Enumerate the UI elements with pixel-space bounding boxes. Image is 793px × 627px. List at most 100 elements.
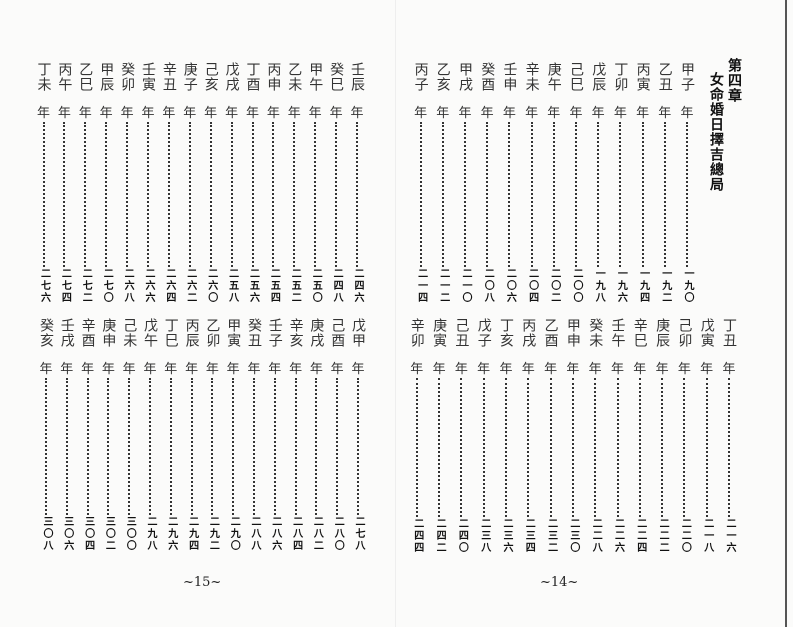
- entry-year-name: 戊午: [142, 318, 158, 348]
- index-entry: 己亥年二六〇: [201, 62, 221, 304]
- entry-year-name: 甲午: [307, 62, 324, 92]
- dotted-leader: [272, 122, 275, 267]
- entry-year-name: 壬午: [609, 318, 626, 348]
- dotted-leader: [42, 122, 45, 267]
- entry-page-number: 二八八: [249, 516, 260, 552]
- dotted-leader: [84, 122, 87, 267]
- entry-page-number: 二一四: [415, 268, 427, 304]
- entry-year-name: 辛卯: [408, 318, 425, 348]
- entry-page-number: 二五二: [289, 268, 301, 304]
- dotted-leader: [149, 378, 151, 515]
- index-entry: 戊寅年二一八: [697, 318, 717, 554]
- index-entry: 辛卯年二四四: [407, 318, 427, 554]
- index-entry: 壬午年二二六: [608, 318, 628, 554]
- dotted-leader: [482, 378, 485, 517]
- index-entry: 甲午年二五〇: [305, 62, 325, 304]
- page-number-right: ~14~: [540, 575, 579, 590]
- entry-year-suffix: 年: [101, 362, 115, 377]
- index-entry: 甲申年二三〇: [563, 318, 583, 554]
- entry-year-suffix: 年: [633, 362, 647, 377]
- index-entry: 戊子年二三八: [474, 318, 494, 554]
- dotted-leader: [728, 378, 730, 517]
- dotted-leader: [552, 122, 555, 267]
- entry-year-name: 辛酉: [79, 318, 96, 348]
- dotted-leader: [575, 122, 577, 267]
- dotted-leader: [438, 378, 441, 517]
- entry-page-number: 二一〇: [460, 268, 471, 304]
- entry-year-suffix: 年: [99, 106, 113, 121]
- entry-year-name: 丁卯: [612, 62, 629, 92]
- entry-year-suffix: 年: [120, 106, 134, 121]
- entry-year-name: 乙巳: [77, 62, 94, 92]
- entry-year-name: 癸酉: [479, 62, 496, 92]
- entry-year-suffix: 年: [287, 106, 301, 121]
- entry-year-suffix: 年: [544, 362, 558, 377]
- entry-year-suffix: 年: [78, 106, 92, 121]
- entry-year-suffix: 年: [477, 362, 491, 377]
- chapter-heading: 第四章 女命婚日擇吉總局: [707, 58, 743, 192]
- dotted-leader: [464, 122, 466, 267]
- entry-page-number: 二六四: [163, 268, 175, 304]
- entry-year-suffix: 年: [141, 106, 155, 121]
- index-entry: 壬子年二八六: [265, 318, 285, 552]
- dotted-leader: [508, 122, 511, 267]
- dotted-leader: [211, 378, 214, 515]
- entry-year-name: 甲寅: [225, 318, 242, 348]
- dotted-leader: [293, 122, 296, 267]
- dotted-leader: [419, 122, 422, 267]
- index-entry: 丙辰年二九四: [182, 318, 202, 552]
- entry-year-name: 癸亥: [38, 318, 54, 348]
- entry-year-name: 乙酉: [542, 318, 559, 348]
- dotted-leader: [126, 122, 129, 267]
- entry-year-name: 辛丑: [160, 62, 177, 92]
- entry-year-name: 丁亥: [498, 318, 514, 348]
- dotted-leader: [460, 378, 463, 517]
- entry-page-number: 二四六: [352, 268, 363, 304]
- dotted-leader: [128, 378, 131, 515]
- entry-year-suffix: 年: [143, 362, 157, 377]
- entry-page-number: 二二六: [612, 518, 624, 554]
- dotted-leader: [661, 378, 664, 517]
- index-entry: 癸卯年二六八: [117, 62, 137, 304]
- index-entry: 甲子年一九〇: [677, 62, 697, 304]
- index-entry: 癸亥年三〇八: [36, 318, 56, 552]
- entry-year-name: 己亥: [202, 62, 219, 92]
- index-entry: 丁巳年二九六: [161, 318, 181, 552]
- index-entry: 丙戌年二三四: [518, 318, 538, 554]
- entry-year-suffix: 年: [525, 106, 539, 121]
- entry-year-suffix: 年: [330, 362, 344, 377]
- index-entry: 庚戌年二八二: [306, 318, 326, 552]
- index-entry: 乙未年二五二: [284, 62, 304, 304]
- entry-year-name: 戊辰: [590, 62, 607, 92]
- entry-page-number: 二四八: [331, 268, 343, 304]
- entry-year-suffix: 年: [183, 106, 197, 121]
- entry-page-number: 二八〇: [332, 516, 344, 552]
- entry-page-number: 一九二: [659, 268, 671, 304]
- entry-year-name: 癸卯: [119, 62, 136, 92]
- dotted-leader: [597, 122, 600, 267]
- dotted-leader: [638, 378, 641, 517]
- dotted-leader: [641, 122, 644, 267]
- entry-year-suffix: 年: [185, 362, 199, 377]
- dotted-leader: [251, 122, 254, 267]
- dotted-leader: [63, 122, 66, 267]
- index-entry: 乙巳年二七二: [75, 62, 95, 304]
- entry-year-name: 癸丑: [246, 318, 262, 348]
- index-entry: 甲辰年二七〇: [96, 62, 116, 304]
- entry-year-name: 己未: [121, 318, 138, 348]
- dotted-leader: [167, 122, 170, 267]
- entry-year-name: 壬寅: [140, 62, 156, 92]
- entry-year-suffix: 年: [569, 106, 583, 121]
- entry-year-name: 乙丑: [656, 62, 673, 92]
- entry-page-number: 三〇六: [61, 516, 73, 552]
- dotted-leader: [253, 378, 255, 515]
- entry-page-number: 一九四: [637, 268, 649, 304]
- entry-year-name: 癸未: [587, 318, 604, 348]
- index-entry: 丁酉年二五六: [243, 62, 263, 304]
- index-entry: 癸未年二二八: [585, 318, 605, 554]
- entry-year-suffix: 年: [566, 362, 580, 377]
- index-entry: 戊戌年二五八: [222, 62, 242, 304]
- dotted-leader: [230, 122, 233, 267]
- dotted-leader: [415, 378, 418, 517]
- chapter-number: 第四章: [726, 58, 742, 103]
